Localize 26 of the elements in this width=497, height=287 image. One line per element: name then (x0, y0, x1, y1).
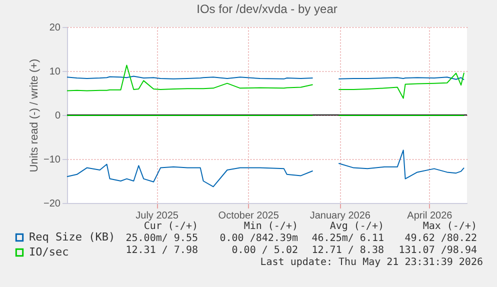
y-tick-label: 0 (54, 110, 61, 122)
x-tick-label: April 2026 (407, 210, 453, 222)
text: Cur (-/+) (144, 221, 198, 233)
text: 0.00 /842.39m (220, 233, 298, 245)
legend-label: Req Size (KB) (29, 230, 116, 244)
x-tick-label: October 2025 (218, 210, 280, 222)
y-axis-title: Units read (-) / write (+) (28, 58, 41, 172)
chart-title: IOs for /dev/xvda - by year (196, 2, 338, 16)
y-tick-label: −20 (44, 198, 61, 210)
y-tick-label: 10 (49, 66, 61, 78)
text: 12.71 / 8.38 (312, 245, 384, 257)
text: 0.00 / 5.02 (232, 245, 298, 257)
y-tick-label: −10 (44, 154, 61, 166)
text: 49.62 /80.22 (404, 233, 477, 245)
text: 12.31 / 7.98 (126, 245, 198, 257)
text: Last update: Thu May 21 23:31:39 2026 (260, 257, 483, 269)
y-tick-label: 20 (49, 22, 61, 34)
text: Max (-/+) (422, 221, 477, 233)
x-tick-label: January 2026 (310, 210, 371, 222)
x-tick-label: July 2025 (136, 210, 179, 222)
text: 131.07 /98.94 (398, 245, 477, 257)
text: Min (-/+) (244, 221, 298, 233)
text: 25.00m/ 9.55 (126, 233, 198, 245)
text: Avg (-/+) (330, 221, 384, 233)
legend-label: IO/sec (29, 246, 69, 258)
text: 46.25m/ 6.11 (312, 233, 384, 245)
